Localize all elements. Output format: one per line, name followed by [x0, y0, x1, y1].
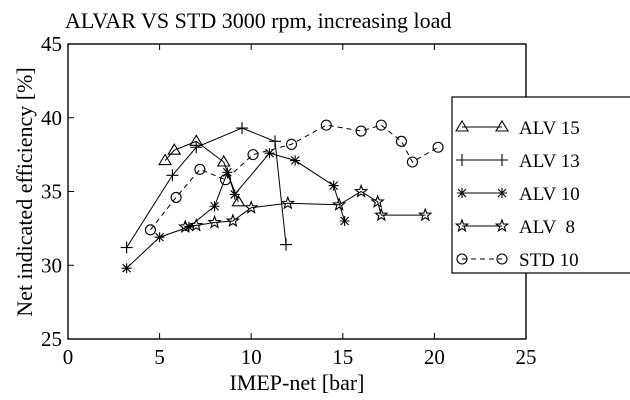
- y-axis-label: Net indicated efficiency [%]: [12, 67, 37, 316]
- data-point: [189, 217, 204, 232]
- data-point: [121, 263, 132, 274]
- legend-marker: [494, 218, 510, 233]
- axis-ticks: 0 5 10 15 20 25 25 30 35 40 45: [41, 32, 537, 369]
- x-tick-label: 10: [241, 345, 262, 369]
- data-point: [264, 148, 275, 159]
- data-point: [290, 155, 301, 166]
- data-point: [339, 216, 350, 226]
- x-tick-label: 20: [424, 345, 445, 369]
- data-point: [374, 207, 389, 222]
- data-point: [209, 201, 220, 212]
- y-tick-label: 40: [41, 106, 62, 130]
- data-point: [154, 232, 165, 243]
- y-tick-label: 35: [41, 180, 62, 204]
- data-point: [280, 195, 296, 210]
- data-point: [236, 122, 249, 135]
- data-point: [406, 156, 418, 168]
- series-3: [178, 183, 433, 234]
- legend-box: [451, 96, 630, 274]
- series-line: [126, 127, 287, 248]
- data-point: [225, 213, 241, 228]
- data-point: [331, 197, 347, 211]
- legend-marker: [495, 119, 509, 132]
- legend-label: ALV 13: [519, 151, 580, 172]
- data-point: [353, 183, 369, 198]
- data-point: [216, 154, 231, 167]
- data-point: [190, 141, 203, 154]
- data-point: [355, 125, 367, 137]
- data-point: [120, 241, 133, 254]
- y-tick-label: 45: [41, 32, 62, 56]
- data-point: [158, 153, 173, 166]
- data-point: [247, 149, 259, 161]
- data-point: [222, 167, 233, 178]
- data-point: [418, 207, 433, 222]
- y-tick-label: 30: [41, 253, 62, 277]
- data-point: [370, 194, 385, 208]
- legend-marker: [454, 218, 470, 233]
- legend-label: ALV 8: [519, 217, 575, 238]
- x-tick-label: 15: [332, 345, 353, 369]
- data-point: [170, 191, 182, 203]
- data-point: [285, 138, 298, 150]
- series-2: [121, 148, 350, 274]
- series-line: [185, 190, 426, 228]
- legend-marker: [455, 119, 469, 132]
- data-point: [166, 169, 179, 182]
- data-point: [220, 174, 232, 186]
- data-point: [144, 224, 156, 236]
- series-layer: [120, 119, 444, 274]
- series-1: [120, 122, 293, 254]
- legend-label: STD 10: [519, 250, 579, 271]
- legend-marker: [496, 154, 508, 166]
- legend: ALV 15 ALV 13 ALV 10 ALV 8 STD 10: [451, 96, 630, 274]
- series-4: [144, 119, 444, 236]
- data-point: [229, 189, 240, 200]
- x-tick-label: 5: [154, 345, 165, 369]
- series-line: [126, 152, 346, 269]
- data-point: [432, 141, 444, 153]
- data-point: [375, 119, 387, 131]
- data-point: [280, 238, 293, 251]
- data-point: [194, 163, 206, 175]
- legend-marker: [457, 188, 467, 198]
- series-line: [150, 124, 439, 231]
- data-point: [231, 194, 246, 207]
- data-point: [207, 214, 222, 229]
- data-point: [328, 180, 339, 191]
- x-tick-label: 25: [516, 345, 537, 369]
- data-point: [320, 119, 332, 131]
- data-point: [243, 200, 259, 214]
- data-point: [178, 219, 193, 234]
- y-tick-label: 25: [41, 327, 62, 351]
- legend-marker: [456, 154, 468, 166]
- legend-marker: [456, 253, 468, 265]
- chart-title: ALVAR VS STD 3000 rpm, increasing load: [65, 8, 451, 33]
- legend-marker: [497, 188, 507, 198]
- legend-label: ALV 10: [519, 184, 580, 205]
- legend-label: ALV 15: [519, 118, 580, 139]
- legend-marker: [496, 253, 508, 265]
- data-point: [167, 143, 182, 155]
- data-point: [269, 135, 282, 148]
- x-tick-label: 0: [63, 345, 74, 369]
- data-point: [395, 135, 407, 147]
- x-axis-label: IMEP-net [bar]: [229, 370, 364, 395]
